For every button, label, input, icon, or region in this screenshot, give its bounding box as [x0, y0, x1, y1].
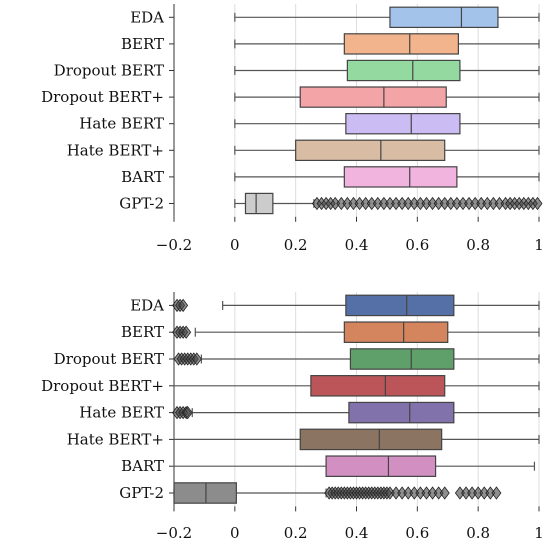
iqr-box	[299, 428, 443, 451]
category-label: BART	[121, 457, 164, 475]
outlier-point	[191, 352, 202, 366]
outlier-point	[178, 298, 189, 313]
iqr-box	[345, 112, 461, 135]
x-tick-label: 0.6	[405, 236, 429, 254]
iqr-box	[389, 6, 499, 29]
iqr-box	[299, 86, 447, 108]
outlier-point	[532, 196, 543, 211]
box-plot-panel-bottom: EDA BERT Dropout BERT Dropout BERT+ Hate BER…	[41, 292, 544, 540]
iqr-box	[343, 321, 449, 343]
category-label: Hate BERT	[79, 404, 164, 422]
iqr-box	[295, 139, 446, 162]
category-label: Hate BERT+	[67, 141, 164, 159]
x-tick-label: −0.2	[156, 236, 192, 254]
iqr-box	[343, 33, 459, 55]
x-tick-label: 0.4	[345, 524, 369, 540]
x-tick-label: 0	[230, 236, 240, 254]
x-tick-label: 0.2	[284, 524, 308, 540]
category-label: Dropout BERT+	[41, 377, 164, 395]
x-tick-label: 1	[534, 524, 544, 540]
iqr-box	[173, 482, 237, 504]
category-label: GPT-2	[119, 195, 164, 213]
x-tick-label: 0.2	[284, 236, 308, 254]
x-tick-label: 0.8	[466, 524, 490, 540]
category-label: Hate BERT+	[67, 430, 164, 448]
outlier-point	[439, 486, 450, 500]
iqr-box	[310, 375, 446, 397]
category-label: EDA	[130, 8, 164, 26]
x-tick-label: 0	[230, 524, 240, 540]
outlier-point	[491, 486, 502, 500]
iqr-box	[244, 192, 274, 215]
category-label: BERT	[121, 35, 164, 53]
category-label: BART	[121, 168, 164, 186]
iqr-box	[325, 455, 437, 477]
iqr-box	[346, 59, 461, 82]
category-label: Dropout BERT	[54, 350, 164, 368]
category-label: Dropout BERT	[54, 62, 164, 80]
iqr-box	[343, 166, 458, 188]
outlier-point	[181, 325, 192, 339]
category-label: EDA	[130, 296, 164, 314]
iqr-box	[348, 401, 455, 424]
box-plot-panel-top: EDA BERT Dropout BERT Dropout BERT+ Hate BER…	[41, 4, 544, 254]
x-tick-label: −0.2	[156, 524, 192, 540]
category-label: GPT-2	[119, 484, 164, 502]
outlier-point	[182, 405, 193, 420]
iqr-box	[345, 294, 455, 317]
iqr-box	[349, 348, 455, 370]
x-tick-label: 1	[534, 236, 544, 254]
category-label: BERT	[121, 323, 164, 341]
category-label: Hate BERT	[79, 115, 164, 133]
x-tick-label: 0.6	[405, 524, 429, 540]
category-label: Dropout BERT+	[41, 88, 164, 106]
x-tick-label: 0.4	[345, 236, 369, 254]
x-tick-label: 0.8	[466, 236, 490, 254]
